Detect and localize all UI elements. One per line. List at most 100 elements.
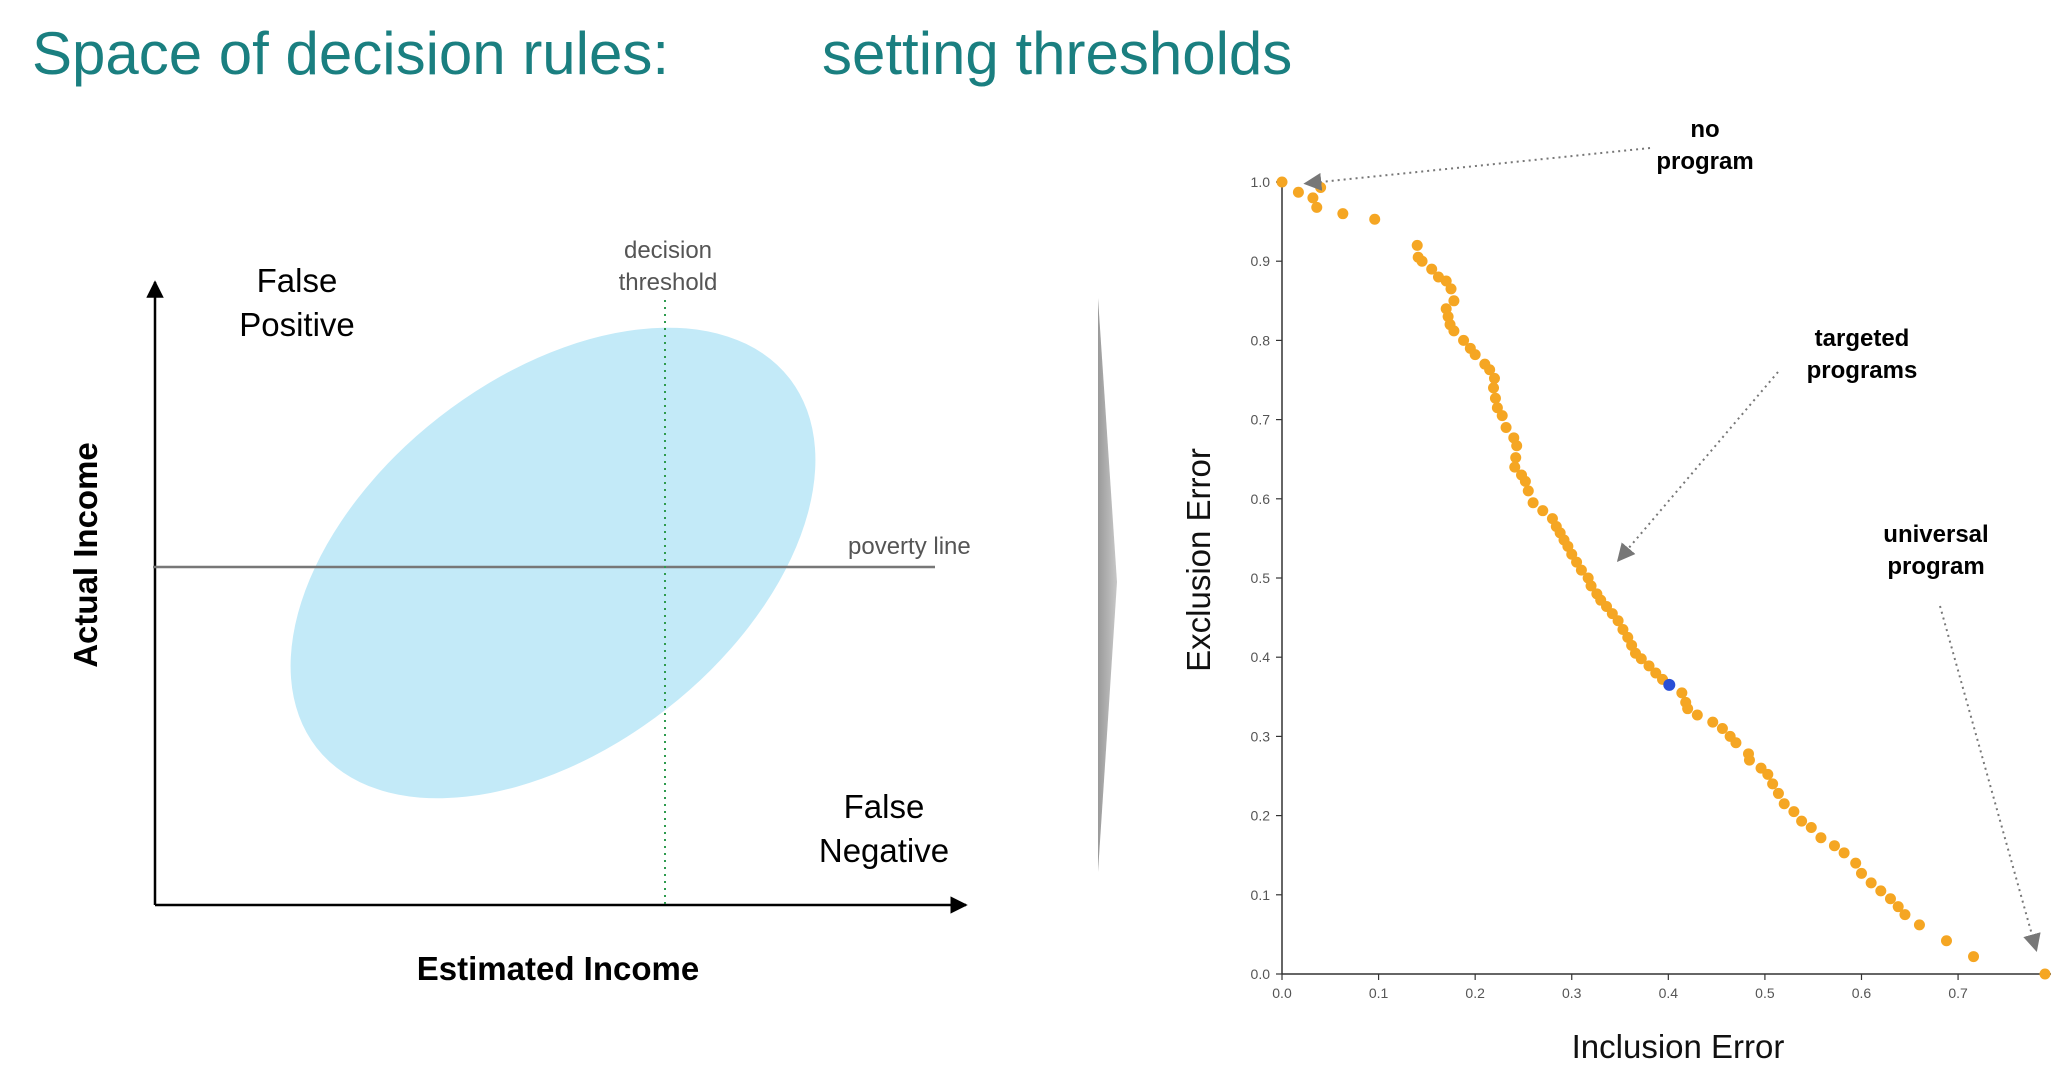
data-point [1788, 806, 1800, 818]
data-point [1276, 176, 1288, 188]
scatter-chart: 0.0 0.1 0.2 0.3 0.4 0.5 0.6 0.7 0.0 0.1 0.2 0.3 0.4… [1180, 116, 2051, 1065]
y-axis-label: Actual Income [67, 442, 104, 668]
income-distribution-ellipse [290, 327, 816, 799]
universal-arrow [1939, 605, 2041, 952]
data-point [1510, 452, 1522, 464]
data-point [1491, 402, 1503, 414]
data-point [1522, 485, 1534, 497]
data-point [1875, 885, 1887, 897]
x-tick-label: 0.7 [1948, 985, 1968, 1001]
data-point [1527, 497, 1539, 509]
data-point [1676, 687, 1688, 699]
slide-title-left: Space of decision rules: [32, 20, 670, 87]
annotation-no-program-line2: program [1656, 148, 1753, 175]
data-point [1369, 213, 1381, 225]
annotation-universal-line1: universal [1883, 521, 1988, 548]
highlighted-data-point [1663, 678, 1676, 691]
data-points [1276, 176, 2051, 980]
slide-title-right: setting thresholds [822, 20, 1293, 87]
data-point [1838, 847, 1850, 859]
data-point [2039, 968, 2051, 980]
data-point [1488, 382, 1500, 394]
data-point [1488, 372, 1500, 384]
y-tick-label: 0.0 [1251, 966, 1271, 982]
data-point [1315, 182, 1327, 194]
y-tick-label: 0.1 [1251, 887, 1271, 903]
x-tick-label: 0.3 [1562, 985, 1582, 1001]
data-point [1311, 201, 1323, 213]
targeted-arrow [1616, 371, 1779, 562]
data-point [1707, 716, 1719, 728]
y-tick-label: 0.7 [1251, 412, 1271, 428]
data-point [1691, 709, 1703, 721]
data-point [1892, 901, 1904, 913]
data-point [1458, 334, 1470, 346]
x-axis-label: Estimated Income [417, 950, 699, 987]
data-point [1585, 580, 1597, 592]
data-point [1743, 754, 1755, 766]
decision-diagram: False Positive False Negative decision t… [67, 237, 971, 987]
data-point [1484, 364, 1496, 376]
x-tick-label: 0.6 [1852, 985, 1872, 1001]
data-point [1292, 186, 1304, 198]
data-point [1448, 295, 1460, 307]
x-tick-label: 0.2 [1465, 985, 1485, 1001]
data-point [1940, 935, 1952, 947]
data-point [1899, 909, 1911, 921]
data-point [1469, 349, 1481, 361]
data-point [1762, 768, 1774, 780]
data-point [1682, 703, 1694, 715]
false-positive-label-line2: Positive [239, 306, 355, 343]
data-point [1865, 877, 1877, 889]
x-tick-label: 0.1 [1369, 985, 1389, 1001]
no-program-arrow [1303, 147, 1651, 191]
chart-y-axis-label: Exclusion Error [1180, 448, 1217, 672]
false-positive-label-line1: False [257, 262, 338, 299]
data-point [1537, 505, 1549, 517]
x-tick-labels: 0.0 0.1 0.2 0.3 0.4 0.5 0.6 0.7 [1272, 974, 1968, 1001]
y-tick-label: 0.5 [1251, 570, 1271, 586]
data-point [1426, 263, 1438, 275]
decision-threshold-label-line2: threshold [619, 269, 718, 296]
data-point [1850, 857, 1862, 869]
annotation-arrows [1303, 147, 2041, 952]
data-point [1968, 951, 1980, 963]
y-tick-label: 0.9 [1251, 253, 1271, 269]
chart-x-axis-label: Inclusion Error [1572, 1028, 1785, 1065]
data-point [1500, 422, 1512, 434]
data-point [1496, 410, 1508, 422]
decision-threshold-label-line1: decision [624, 237, 712, 264]
annotation-targeted-line2: programs [1807, 357, 1918, 384]
data-point [1855, 867, 1867, 879]
y-tick-label: 0.6 [1251, 491, 1271, 507]
y-tick-label: 0.3 [1251, 728, 1271, 744]
data-point [1617, 623, 1629, 635]
data-point [1489, 392, 1501, 404]
data-point [1509, 461, 1521, 473]
false-negative-label-line1: False [844, 788, 925, 825]
data-point [1716, 722, 1728, 734]
data-point [1815, 832, 1827, 844]
x-tick-label: 0.4 [1659, 985, 1679, 1001]
data-point [1612, 615, 1624, 627]
plot-frame [1281, 177, 2051, 975]
data-point [1643, 660, 1655, 672]
false-negative-label-line2: Negative [819, 832, 949, 869]
data-point [1767, 778, 1779, 790]
data-point [1884, 893, 1896, 905]
data-point [1796, 815, 1808, 827]
data-point [1828, 840, 1840, 852]
poverty-line-label: poverty line [848, 533, 971, 560]
data-point [1635, 653, 1647, 665]
data-point [1772, 787, 1784, 799]
x-tick-label: 0.0 [1272, 985, 1292, 1001]
annotation-targeted-line1: targeted [1815, 325, 1910, 352]
data-point [1575, 564, 1587, 576]
data-point [1416, 255, 1428, 267]
data-point [1519, 475, 1531, 487]
data-point [1440, 275, 1452, 287]
data-point [1448, 325, 1460, 337]
data-point [1778, 798, 1790, 810]
data-point [1337, 208, 1349, 220]
